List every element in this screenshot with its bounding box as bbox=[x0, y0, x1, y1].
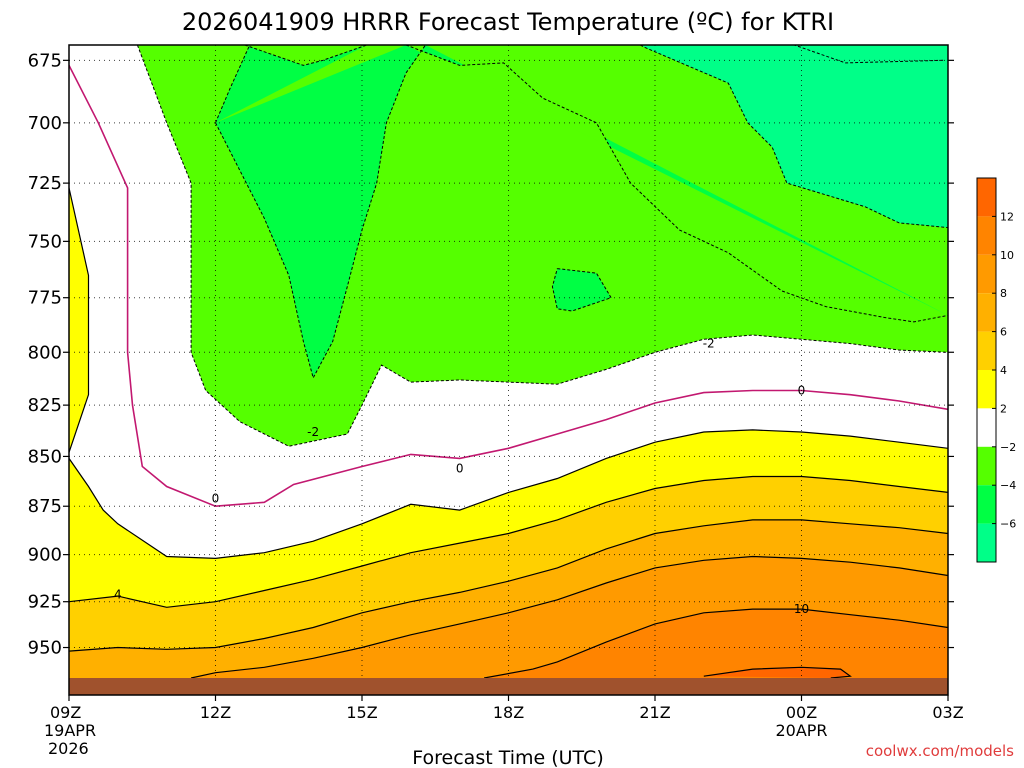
isotherm-t_minus2 bbox=[136, 45, 948, 447]
credit-text: coolwx.com/models bbox=[866, 742, 1014, 760]
colorbar-label-8: −6 bbox=[1000, 518, 1016, 531]
ytick-label-700: 700 bbox=[28, 113, 62, 134]
contour-label-1: 0 bbox=[798, 383, 806, 397]
isotherm-t_two bbox=[69, 429, 948, 560]
filled-regions bbox=[69, 45, 948, 678]
colorbar-band-4 bbox=[977, 331, 996, 370]
xtick-label-21Z: 21Z bbox=[639, 703, 670, 722]
ytick-label-825: 825 bbox=[28, 395, 62, 416]
colorbar-band-1 bbox=[977, 216, 996, 255]
ytick-label-875: 875 bbox=[28, 496, 62, 517]
isotherm-t_eight bbox=[190, 555, 948, 678]
region-minus6-tongue bbox=[215, 45, 948, 378]
x-axis-label: Forecast Time (UTC) bbox=[412, 747, 603, 768]
isotherm-lines bbox=[69, 45, 948, 678]
contour-label-6: 10 bbox=[794, 602, 809, 616]
isotherm-t_ten bbox=[483, 608, 948, 678]
xtick-label-00Z: 00Z bbox=[786, 703, 817, 722]
region-12-to-14 bbox=[703, 667, 851, 678]
colorbar-band-3 bbox=[977, 293, 996, 332]
contour-label-3: 0 bbox=[456, 462, 464, 476]
isotherm-t_twelve bbox=[703, 666, 852, 678]
isotherm-t_six bbox=[69, 519, 948, 652]
contour-label-4: 0 bbox=[212, 491, 220, 505]
region-minus6-island bbox=[552, 268, 612, 311]
colorbar-label-5: 2 bbox=[1000, 402, 1007, 415]
xtick-label-03Z: 03Z bbox=[932, 703, 963, 722]
colorbar-label-3: 6 bbox=[1000, 326, 1007, 339]
xtick-year-09Z: 2026 bbox=[48, 739, 89, 758]
colorbar-band-7 bbox=[977, 446, 996, 486]
xtick-date-00Z: 20APR bbox=[775, 721, 827, 740]
isotherm-t_zero bbox=[69, 65, 948, 508]
xtick-label-18Z: 18Z bbox=[493, 703, 524, 722]
ytick-label-800: 800 bbox=[28, 342, 62, 363]
xtick-date-09Z: 19APR bbox=[44, 721, 96, 740]
isotherm-t_minus4_island bbox=[551, 268, 612, 312]
region-10-to-12 bbox=[484, 609, 948, 678]
colorbar-band-0 bbox=[977, 178, 996, 217]
isotherm-t_four bbox=[69, 475, 948, 608]
isotherm-t_two_west bbox=[69, 187, 90, 453]
contour-label-5: 4 bbox=[114, 587, 122, 601]
colorbar-label-0: 12 bbox=[1000, 210, 1014, 223]
contour-label-0: -2 bbox=[703, 337, 715, 351]
terrain-strip bbox=[69, 678, 948, 695]
ytick-label-775: 775 bbox=[28, 288, 62, 309]
isotherm-t_minus4_west bbox=[215, 45, 251, 123]
colorbar-label-7: −4 bbox=[1000, 479, 1016, 492]
colorbar-label-6: −2 bbox=[1000, 441, 1016, 454]
ytick-label-925: 925 bbox=[28, 592, 62, 613]
colorbar-band-2 bbox=[977, 254, 996, 294]
isotherm-t_minus4_north bbox=[244, 45, 368, 66]
ytick-label-750: 750 bbox=[28, 231, 62, 252]
region-minus6-west bbox=[215, 45, 367, 123]
colorbar-label-4: 4 bbox=[1000, 364, 1007, 377]
colorbar-label-2: 8 bbox=[1000, 287, 1007, 300]
ytick-label-725: 725 bbox=[28, 173, 62, 194]
chart-title: 2026041909 HRRR Forecast Temperature (ºC… bbox=[182, 8, 834, 36]
ytick-label-950: 950 bbox=[28, 638, 62, 659]
xtick-label-12Z: 12Z bbox=[200, 703, 231, 722]
isotherm-t_minus4_main bbox=[640, 45, 948, 229]
region-minus4-east bbox=[406, 45, 948, 322]
ytick-label-675: 675 bbox=[28, 50, 62, 71]
colorbar-band-9 bbox=[977, 523, 996, 562]
xtick-label-09Z: 09Z bbox=[50, 703, 81, 722]
colorbar-band-6 bbox=[977, 408, 996, 447]
ytick-label-850: 850 bbox=[28, 446, 62, 467]
xtick-label-15Z: 15Z bbox=[346, 703, 377, 722]
region-below-minus6 bbox=[640, 45, 948, 228]
isotherm-t_minus4_east_edge bbox=[405, 45, 948, 323]
colorbar-band-8 bbox=[977, 485, 996, 524]
isotherm-t_minus4_tongue bbox=[215, 45, 426, 380]
ytick-label-900: 900 bbox=[28, 545, 62, 566]
colorbar-band-5 bbox=[977, 370, 996, 409]
colorbar-label-1: 10 bbox=[1000, 249, 1014, 262]
contour-label-2: -2 bbox=[307, 425, 319, 439]
